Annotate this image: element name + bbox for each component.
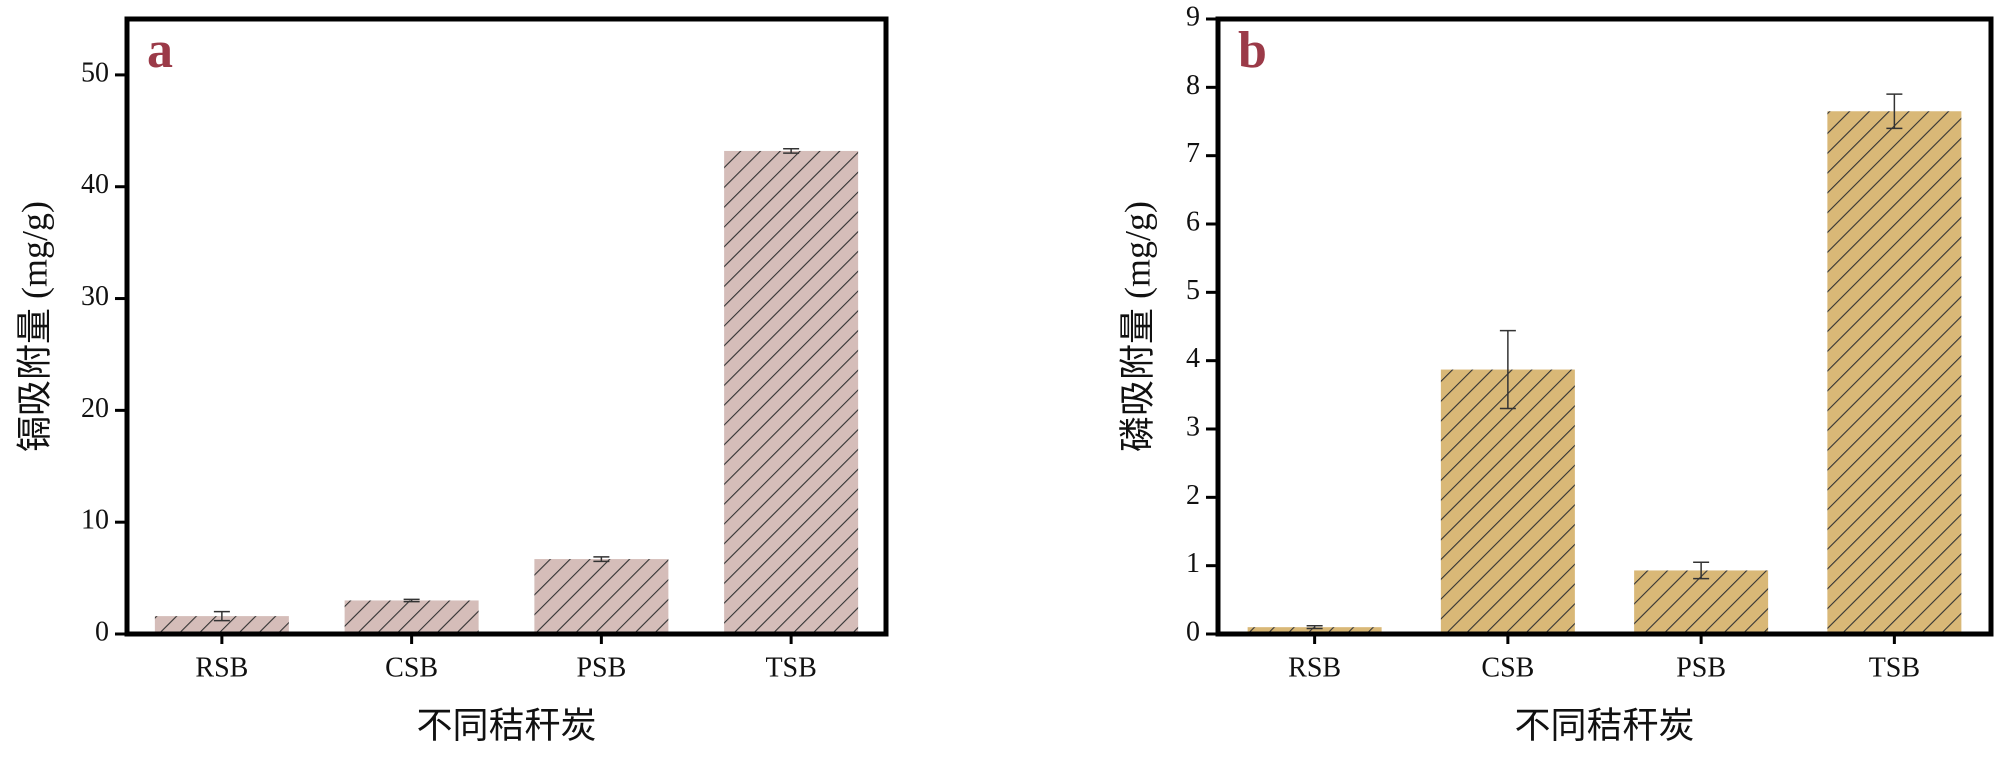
bar: [1247, 627, 1382, 634]
y-tick-label: 8: [1186, 70, 1200, 101]
y-axis-label: 镉吸附量 (mg/g): [14, 201, 54, 452]
bar: [534, 559, 669, 634]
y-axis-label: 磷吸附量 (mg/g): [1117, 201, 1157, 452]
x-tick-label: PSB: [1676, 652, 1726, 683]
bar: [344, 600, 479, 634]
y-tick-label: 6: [1186, 206, 1200, 237]
bar: [724, 150, 859, 635]
y-tick-label: 9: [1186, 1, 1200, 32]
y-tick-label: 4: [1186, 343, 1200, 374]
error-bar: [403, 598, 420, 603]
x-tick-label: RSB: [1288, 652, 1341, 683]
x-tick-label: PSB: [576, 652, 626, 683]
error-bar: [213, 610, 230, 622]
bar: [1634, 570, 1769, 634]
y-tick-label: 0: [1186, 616, 1200, 647]
error-bar: [1499, 329, 1516, 410]
error-bar: [593, 556, 610, 563]
panel-label: b: [1238, 22, 1267, 79]
x-tick-label: CSB: [1481, 652, 1534, 683]
y-tick-label: 10: [81, 505, 109, 536]
x-axis-label: 不同秸秆炭: [416, 705, 596, 745]
y-tick-label: 50: [81, 57, 109, 88]
bar: [1440, 369, 1575, 634]
y-tick-label: 1: [1186, 548, 1200, 579]
x-tick-label: RSB: [195, 652, 248, 683]
plot-frame: [1215, 16, 1994, 637]
bar: [1827, 111, 1962, 634]
y-tick-label: 30: [81, 281, 109, 312]
error-bar: [1693, 561, 1710, 580]
y-tick-label: 3: [1186, 411, 1200, 442]
x-axis-label: 不同秸秆炭: [1514, 705, 1694, 745]
y-tick-label: 40: [81, 169, 109, 200]
y-tick-label: 20: [81, 393, 109, 424]
y-tick-label: 5: [1186, 275, 1200, 306]
bar: [154, 616, 289, 634]
y-tick-label: 7: [1186, 138, 1200, 169]
panel-label: a: [147, 22, 173, 79]
x-tick-label: TSB: [765, 652, 816, 683]
error-bar: [1306, 625, 1323, 630]
y-tick-label: 2: [1186, 480, 1200, 511]
plot-frame: [124, 16, 889, 637]
error-bar: [1886, 93, 1903, 130]
x-tick-label: TSB: [1869, 652, 1920, 683]
error-bar: [783, 147, 800, 154]
x-tick-label: CSB: [385, 652, 438, 683]
y-tick-label: 0: [95, 616, 109, 647]
